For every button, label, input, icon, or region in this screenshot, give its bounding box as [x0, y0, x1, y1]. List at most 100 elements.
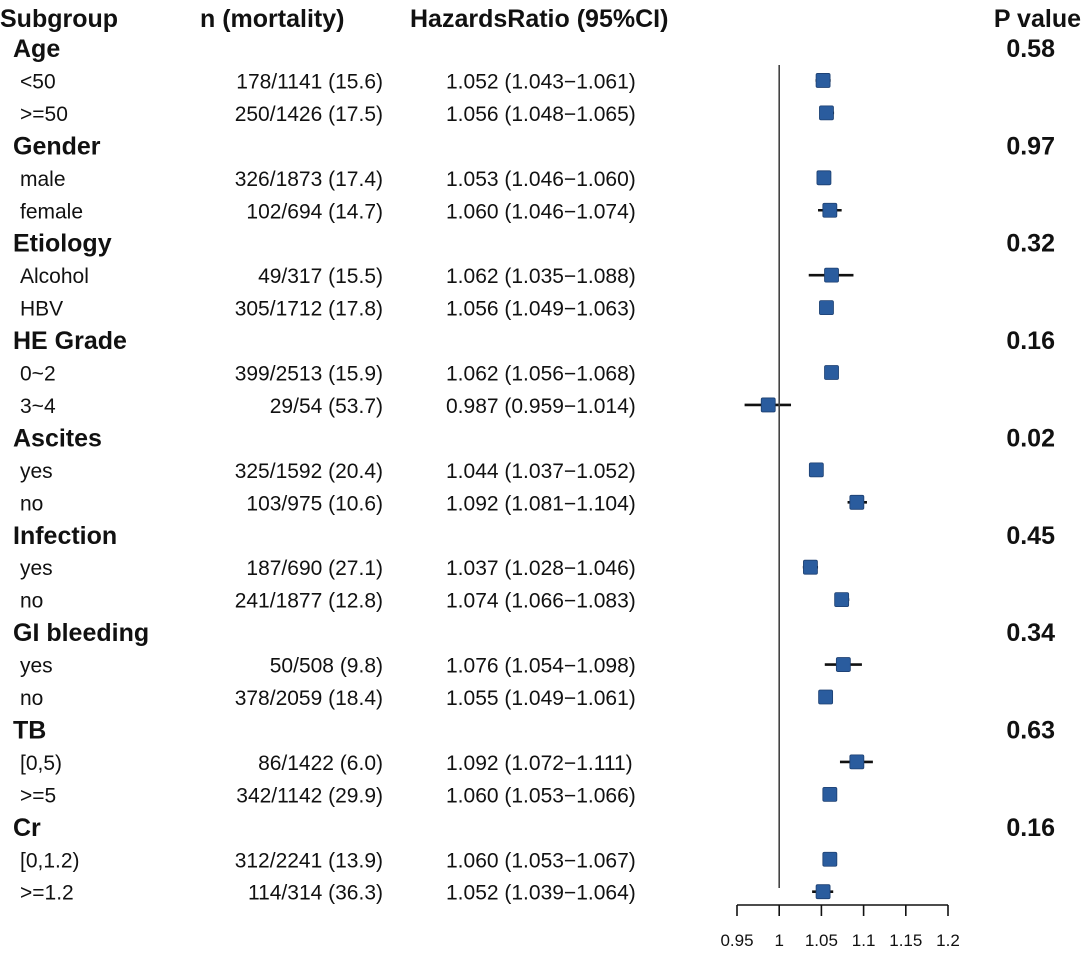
row-n-8-0: 312/2241 (13.9)	[235, 849, 383, 872]
row-n-1-0: 326/1873 (17.4)	[235, 168, 383, 191]
hr-marker-1-1	[822, 202, 838, 218]
row-hr-1-1: 1.060 (1.046−1.074)	[446, 200, 636, 223]
group-label-7: TB	[13, 716, 46, 744]
hr-marker-8-1	[815, 884, 831, 900]
row-hr-1-0: 1.053 (1.046−1.060)	[446, 168, 636, 191]
row-label-6-0: yes	[20, 655, 53, 678]
row-label-5-1: no	[20, 590, 43, 613]
hr-marker-0-0	[815, 73, 831, 88]
hr-marker-4-0	[808, 462, 824, 478]
x-tick-label-3: 1.1	[852, 931, 876, 950]
group-p-value-7: 0.63	[1006, 716, 1055, 744]
x-tick-label-0: 0.95	[720, 931, 753, 950]
hr-marker-4-1	[849, 494, 865, 510]
group-p-value-5: 0.45	[1006, 522, 1055, 550]
row-hr-5-0: 1.037 (1.028−1.046)	[446, 557, 636, 580]
hr-marker-1-0	[816, 170, 832, 186]
header-subgroup: Subgroup	[0, 5, 118, 33]
row-hr-2-1: 1.056 (1.049−1.063)	[446, 298, 636, 321]
row-n-0-1: 250/1426 (17.5)	[235, 103, 383, 126]
row-hr-4-1: 1.092 (1.081−1.104)	[446, 492, 636, 515]
group-label-6: GI bleeding	[13, 619, 149, 647]
row-n-5-1: 241/1877 (12.8)	[235, 590, 383, 613]
row-label-1-0: male	[20, 168, 66, 191]
row-hr-8-1: 1.052 (1.039−1.064)	[446, 882, 636, 905]
row-label-2-1: HBV	[20, 298, 63, 321]
group-label-8: Cr	[13, 814, 41, 842]
row-hr-3-1: 0.987 (0.959−1.014)	[446, 395, 636, 418]
row-n-3-1: 29/54 (53.7)	[270, 395, 383, 418]
group-label-3: HE Grade	[13, 327, 127, 355]
group-p-value-4: 0.02	[1006, 424, 1055, 452]
group-p-value-3: 0.16	[1006, 327, 1055, 355]
group-p-value-6: 0.34	[1006, 619, 1055, 647]
x-tick-label-5: 1.2	[936, 931, 960, 950]
group-p-value-2: 0.32	[1006, 230, 1055, 258]
row-hr-2-0: 1.062 (1.035−1.088)	[446, 265, 636, 288]
group-label-2: Etiology	[13, 230, 112, 258]
row-hr-8-0: 1.060 (1.053−1.067)	[446, 849, 636, 872]
hr-marker-6-1	[818, 689, 834, 705]
hr-marker-3-0	[824, 365, 839, 380]
x-tick-label-1: 1	[774, 931, 783, 950]
hr-marker-0-1	[819, 105, 834, 121]
forest-rows: Age 0.58 <50 178/1141 (15.6) 1.052 (1.043−1.…	[13, 35, 1055, 905]
row-n-4-1: 103/975 (10.6)	[246, 492, 383, 515]
row-label-4-0: yes	[20, 460, 53, 483]
row-n-7-0: 86/1422 (6.0)	[258, 752, 383, 775]
row-n-2-1: 305/1712 (17.8)	[235, 298, 383, 321]
row-label-8-0: [0,1.2)	[20, 849, 80, 872]
row-label-7-0: [0,5)	[20, 752, 62, 775]
row-hr-0-1: 1.056 (1.048−1.065)	[446, 103, 636, 126]
row-label-5-0: yes	[20, 557, 53, 580]
group-label-4: Ascites	[13, 424, 102, 452]
row-label-1-1: female	[20, 200, 83, 223]
group-label-0: Age	[13, 35, 60, 63]
group-p-value-1: 0.97	[1006, 132, 1055, 160]
row-n-6-1: 378/2059 (18.4)	[235, 687, 383, 710]
hr-marker-6-0	[835, 657, 851, 672]
header-n-mortality: n (mortality)	[200, 5, 344, 33]
hr-marker-2-1	[819, 300, 834, 316]
x-tick-label-4: 1.15	[889, 931, 922, 950]
row-n-7-1: 342/1142 (29.9)	[236, 784, 383, 807]
row-hr-3-0: 1.062 (1.056−1.068)	[446, 363, 636, 386]
row-hr-5-1: 1.074 (1.066−1.083)	[446, 590, 636, 613]
row-label-3-1: 3~4	[20, 395, 56, 418]
row-n-4-0: 325/1592 (20.4)	[235, 460, 383, 483]
group-p-value-8: 0.16	[1006, 814, 1055, 842]
row-label-3-0: 0~2	[20, 363, 56, 386]
group-label-1: Gender	[13, 132, 101, 160]
hr-marker-8-0	[822, 851, 838, 867]
group-label-5: Infection	[13, 522, 117, 550]
row-hr-7-1: 1.060 (1.053−1.066)	[446, 784, 636, 807]
forest-plot-area: 0.95 1 1.05 1.1 1.15 1.2	[720, 65, 960, 950]
header-hazards-ratio: HazardsRatio (95%CI)	[410, 5, 668, 33]
row-n-5-0: 187/690 (27.1)	[246, 557, 383, 580]
row-label-7-1: >=5	[20, 784, 56, 807]
group-p-value-0: 0.58	[1006, 35, 1055, 63]
row-label-8-1: >=1.2	[20, 882, 74, 905]
row-n-8-1: 114/314 (36.3)	[248, 882, 383, 905]
row-label-6-1: no	[20, 687, 43, 710]
row-hr-4-0: 1.044 (1.037−1.052)	[446, 460, 636, 483]
hr-marker-7-1	[822, 786, 838, 802]
row-n-3-0: 399/2513 (15.9)	[235, 363, 383, 386]
header-p-value: P value	[994, 5, 1081, 33]
hr-marker-5-1	[834, 592, 850, 608]
row-n-2-0: 49/317 (15.5)	[258, 265, 383, 288]
row-label-4-1: no	[20, 492, 43, 515]
row-n-1-1: 102/694 (14.7)	[246, 200, 383, 223]
x-tick-label-2: 1.05	[805, 931, 838, 950]
hr-marker-5-0	[803, 559, 818, 575]
row-n-6-0: 50/508 (9.8)	[270, 655, 383, 678]
row-label-0-1: >=50	[20, 103, 68, 126]
row-hr-6-1: 1.055 (1.049−1.061)	[446, 687, 636, 710]
row-hr-6-0: 1.076 (1.054−1.098)	[446, 655, 636, 678]
hr-marker-2-0	[824, 267, 839, 283]
hr-marker-3-1	[760, 397, 776, 413]
row-hr-0-0: 1.052 (1.043−1.061)	[446, 70, 636, 93]
row-n-0-0: 178/1141 (15.6)	[236, 70, 383, 93]
row-hr-7-0: 1.092 (1.072−1.111)	[446, 752, 633, 775]
